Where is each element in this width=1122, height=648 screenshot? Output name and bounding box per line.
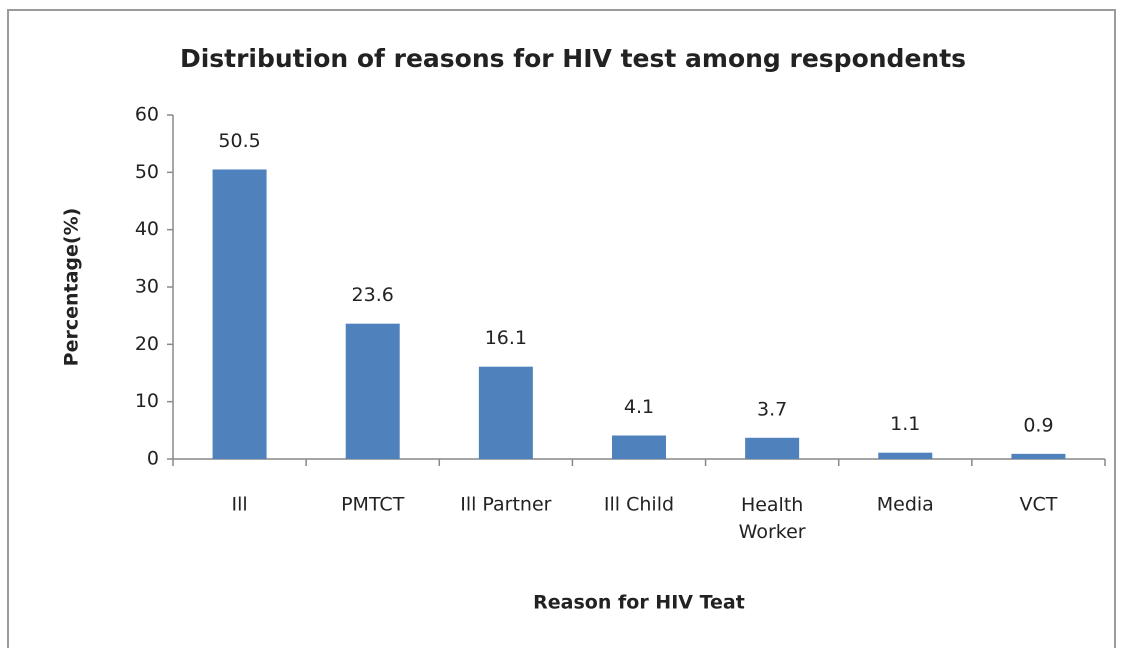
x-tick-label: Ill Child xyxy=(604,494,674,516)
bar xyxy=(478,366,533,459)
x-tick-label: Ill Partner xyxy=(460,494,551,516)
bar xyxy=(1011,453,1066,459)
x-tick-label: PMTCT xyxy=(341,494,405,516)
y-tick-label: 20 xyxy=(135,333,159,355)
data-label: 16.1 xyxy=(485,327,527,349)
y-tick-label: 40 xyxy=(135,218,159,240)
data-label: 1.1 xyxy=(890,413,920,435)
data-label: 0.9 xyxy=(1023,414,1053,436)
y-tick-label: 60 xyxy=(135,104,159,126)
chart-frame xyxy=(7,9,1116,648)
x-tick-label: Media xyxy=(877,494,934,516)
data-label: 50.5 xyxy=(218,130,260,152)
y-tick-label: 30 xyxy=(135,276,159,298)
y-tick-label: 0 xyxy=(147,448,159,470)
y-axis-title: Percentage(%) xyxy=(61,208,83,367)
y-tick-label: 50 xyxy=(135,161,159,183)
bar xyxy=(878,452,933,459)
bar xyxy=(345,323,400,459)
bar xyxy=(212,169,267,459)
data-label: 3.7 xyxy=(757,398,787,420)
data-label: 4.1 xyxy=(624,396,654,418)
data-label: 23.6 xyxy=(352,284,394,306)
bar xyxy=(745,437,800,459)
bar xyxy=(612,435,666,459)
x-tick-label: VCT xyxy=(1019,494,1057,516)
x-axis-title: Reason for HIV Teat xyxy=(533,592,745,614)
y-tick-label: 10 xyxy=(135,390,159,412)
x-tick-label: Ill xyxy=(231,494,247,516)
chart-title: Distribution of reasons for HIV test amo… xyxy=(180,44,966,73)
x-tick-label: Health Worker xyxy=(739,494,806,543)
